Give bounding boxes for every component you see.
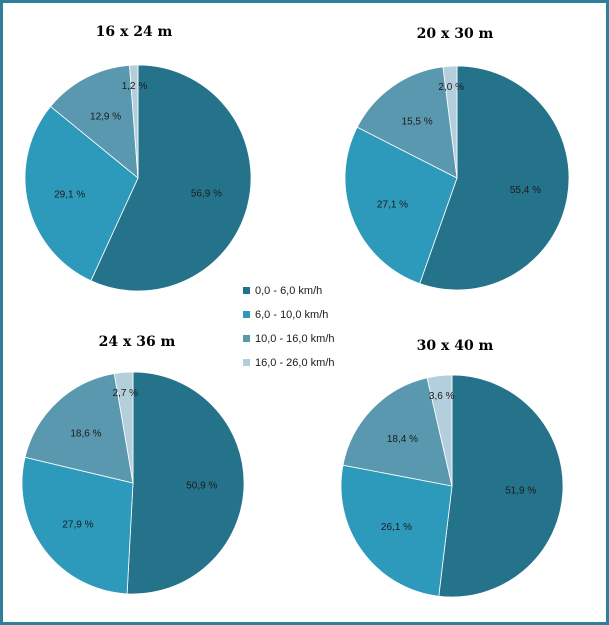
- slice-label: 15,5 %: [402, 117, 433, 128]
- legend-label: 6,0 - 10,0 km/h: [255, 309, 328, 321]
- slice-label: 27,1 %: [377, 199, 408, 210]
- pie-slice: [126, 371, 245, 595]
- slice-label: 18,4 %: [387, 434, 418, 445]
- slice-label: 55,4 %: [510, 185, 541, 196]
- chart-title: 16 x 24 m: [96, 24, 173, 40]
- legend-item: 16,0 - 26,0 km/h: [243, 357, 335, 369]
- pie-slice: [24, 105, 139, 282]
- slice-label: 12,9 %: [90, 111, 121, 122]
- slice-label: 26,1 %: [381, 522, 412, 533]
- legend: 0,0 - 6,0 km/h 6,0 - 10,0 km/h 10,0 - 16,0…: [243, 285, 335, 369]
- pie-slice: [49, 64, 139, 179]
- pie-slice: [129, 64, 139, 179]
- pie-chart: 24 x 36 m 50,9 % 27,9 % 18,6 % 2,7 %: [21, 334, 245, 595]
- slice-label: 2,0 %: [438, 82, 464, 93]
- legend-swatch: [243, 335, 250, 342]
- chart-title: 20 x 30 m: [417, 26, 494, 42]
- pie-slice: [90, 64, 252, 292]
- pie-slice: [438, 374, 564, 598]
- legend-label: 16,0 - 26,0 km/h: [255, 357, 335, 369]
- pie-slice: [340, 464, 453, 597]
- slice-label: 27,9 %: [62, 520, 93, 531]
- pie-slice: [442, 65, 458, 179]
- legend-swatch: [243, 287, 250, 294]
- pie-slice: [24, 373, 134, 484]
- slice-label: 1,2 %: [122, 81, 148, 92]
- pie-chart: 30 x 40 m 51,9 % 26,1 % 18,4 % 3,6 %: [340, 338, 564, 598]
- slice-label: 2,7 %: [113, 388, 139, 399]
- pie-slice: [426, 374, 453, 487]
- chart-title: 24 x 36 m: [99, 334, 176, 350]
- pie-chart: 20 x 30 m 55,4 % 27,1 % 15,5 % 2,0 %: [344, 26, 570, 291]
- slice-label: 51,9 %: [505, 486, 536, 497]
- chart-title: 30 x 40 m: [417, 338, 494, 354]
- legend-item: 10,0 - 16,0 km/h: [243, 333, 335, 345]
- legend-label: 10,0 - 16,0 km/h: [255, 333, 335, 345]
- legend-label: 0,0 - 6,0 km/h: [255, 285, 322, 297]
- slice-label: 18,6 %: [70, 428, 101, 439]
- slice-label: 3,6 %: [429, 391, 455, 402]
- slice-label: 56,9 %: [191, 188, 222, 199]
- slice-label: 50,9 %: [186, 480, 217, 491]
- pie-slice: [21, 456, 134, 595]
- pie-chart: 16 x 24 m 56,9 % 29,1 % 12,9 % 1,2 %: [24, 24, 252, 292]
- pie-slice: [113, 371, 134, 484]
- pie-slice: [356, 66, 458, 179]
- pie-slice: [342, 377, 453, 487]
- slice-label: 29,1 %: [54, 189, 85, 200]
- legend-swatch: [243, 359, 250, 366]
- pie-slice: [344, 126, 458, 285]
- legend-item: 0,0 - 6,0 km/h: [243, 285, 322, 297]
- legend-swatch: [243, 311, 250, 318]
- legend-item: 6,0 - 10,0 km/h: [243, 309, 328, 321]
